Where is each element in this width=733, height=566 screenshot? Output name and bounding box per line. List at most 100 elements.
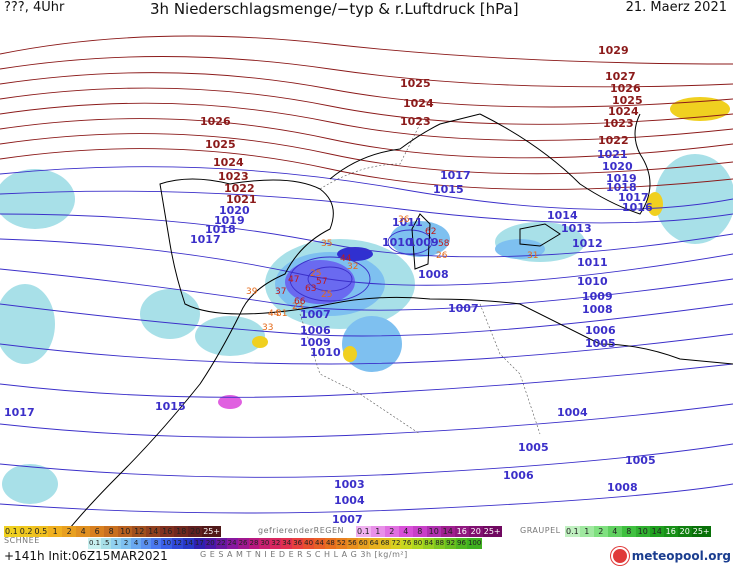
legend-cell: 10 — [118, 526, 133, 537]
legend-cell: 72 — [390, 538, 402, 549]
legend-cell: 0.1 — [565, 526, 580, 537]
legend-regen-label: gefrierenderREGEN — [258, 526, 344, 535]
isobar-label: 1022 — [598, 134, 629, 147]
legend-cell: 20 — [677, 526, 692, 537]
weather-map: 1029 1027 1026 1025 1025 1024 1023 1026 … — [0, 35, 733, 528]
isobar-label: 1007 — [300, 308, 331, 321]
valid-date: 21. Maerz 2021 — [625, 0, 727, 15]
freezing-rain-area — [218, 395, 242, 409]
legend-cell: 26 — [237, 538, 249, 549]
legend-cell: 6 — [90, 526, 105, 537]
iberia-coast — [159, 178, 334, 315]
isobar-label: 1018 — [205, 223, 236, 236]
precip-value: 44 — [340, 254, 352, 264]
legend-cell: 0.1 — [4, 526, 19, 537]
legend-graupel-scale: 0.1 1 2 4 8 10 14 16 20 25+ — [565, 526, 711, 537]
isobar-label: 1016 — [622, 201, 653, 214]
precip-area-balearic — [285, 260, 355, 304]
legend-cell: 25+ — [691, 526, 711, 537]
legend-cell: .5 — [101, 538, 112, 549]
legend-regen-scale: 0.1 1 2 4 8 10 14 16 20 25+ — [356, 526, 502, 537]
legend-cell: 56 — [346, 538, 358, 549]
legend-cell: 0.5 — [33, 526, 49, 537]
legend-cell: 44 — [314, 538, 325, 549]
isobar-label: 1014 — [547, 209, 578, 222]
isobar-label: 1015 — [433, 183, 464, 196]
precip-area-morocco — [195, 316, 265, 356]
isobar-label: 1011 — [392, 216, 423, 229]
legend-cell: 1 — [48, 526, 63, 537]
isobar-label: 1025 — [400, 77, 431, 90]
isobar-label: 1008 — [582, 303, 613, 316]
legend-cell: 68 — [379, 538, 391, 549]
snow-area — [252, 336, 268, 348]
legend-cell: 52 — [335, 538, 347, 549]
isobar-label: 1025 — [205, 138, 236, 151]
legend-cell: 20 — [468, 526, 483, 537]
isobar-label: 1009 — [300, 336, 331, 349]
map-title: 3h Niederschlagsmenge/−typ & r.Luftdruck… — [150, 0, 519, 18]
isobar-label: 1003 — [334, 478, 365, 491]
legend-cell: 8 — [412, 526, 427, 537]
meteopool-logo[interactable]: meteopool.org — [610, 547, 731, 565]
legend: 0.1 0.2 0.5 1 2 4 6 8 10 12 14 16 18 20 … — [0, 526, 733, 566]
legend-cell: 0.2 — [18, 526, 34, 537]
precip-area-atlantic — [0, 169, 75, 229]
legend-cell: 0.1 — [356, 526, 371, 537]
legend-cell: 4 — [131, 538, 142, 549]
isobar-label: 1008 — [418, 268, 449, 281]
isobar-label: 1008 — [607, 481, 638, 494]
legend-cell: 1 — [111, 538, 122, 549]
legend-cell: 20 — [204, 538, 216, 549]
precip-value: 44 — [268, 309, 280, 319]
legend-cell: 14 — [182, 538, 194, 549]
legend-cell: 1 — [370, 526, 385, 537]
isobar-label: 1017 — [440, 169, 471, 182]
legend-cell: 4 — [76, 526, 91, 537]
legend-cell: 20 — [188, 526, 203, 537]
isobar-label: 1020 — [602, 160, 633, 173]
isobar-label: 1026 — [610, 82, 641, 95]
isobar-label: 1004 — [557, 406, 588, 419]
legend-cell: 2 — [384, 526, 399, 537]
legend-cell: 10 — [161, 538, 173, 549]
isobar-label: 1010 — [382, 236, 413, 249]
run-info: +141h Init:06Z15MAR2021 — [4, 549, 168, 563]
legend-graupel-label: GRAUPEL — [520, 526, 561, 535]
isobar-label: 1023 — [218, 170, 249, 183]
legend-schnee-label: SCHNEE — [4, 536, 40, 545]
isobar-label-group: 1029 1027 1026 1025 1025 1024 1023 1026 … — [4, 44, 656, 526]
precip-value: 37 — [275, 287, 286, 297]
legend-cell: 4 — [607, 526, 622, 537]
legend-cell: 12 — [132, 526, 147, 537]
legend-cell: 80 — [412, 538, 424, 549]
legend-cell: 84 — [423, 538, 435, 549]
precip-area-sicily — [495, 239, 545, 259]
legend-cell: 8 — [104, 526, 119, 537]
precip-value: 33 — [262, 323, 273, 333]
snow-area-alps — [670, 97, 730, 121]
legend-cell: 64 — [368, 538, 380, 549]
precip-value: 25 — [310, 269, 321, 279]
legend-cell: 18 — [174, 526, 189, 537]
legend-cell: 10 — [635, 526, 650, 537]
snow-area — [647, 192, 663, 216]
isobar-label: 1021 — [597, 148, 628, 161]
logo-icon — [610, 547, 629, 565]
legend-cell: 40 — [303, 538, 315, 549]
precip-area-core — [337, 247, 373, 261]
isobars-high — [0, 35, 733, 190]
legend-cell: 8 — [621, 526, 636, 537]
precip-area-algeria — [342, 316, 402, 372]
precip-area-atlantic — [0, 284, 55, 364]
isobar-label: 1024 — [213, 156, 244, 169]
legend-cell: 6 — [141, 538, 152, 549]
legend-cell: 32 — [270, 538, 282, 549]
coastlines — [69, 113, 733, 528]
isobar-label: 1024 — [608, 105, 639, 118]
isobar-label: 1023 — [400, 115, 431, 128]
isobar-label: 1026 — [200, 115, 231, 128]
isobar-label: 1005 — [625, 454, 656, 467]
forecast-time-label: ???, 4Uhr — [4, 0, 65, 15]
legend-gesamt-scale: 0.1.5 1 2 4 6 8 10 12 14 17 20 22 24 26 28 30 32 34 36 40 44… — [88, 538, 483, 549]
